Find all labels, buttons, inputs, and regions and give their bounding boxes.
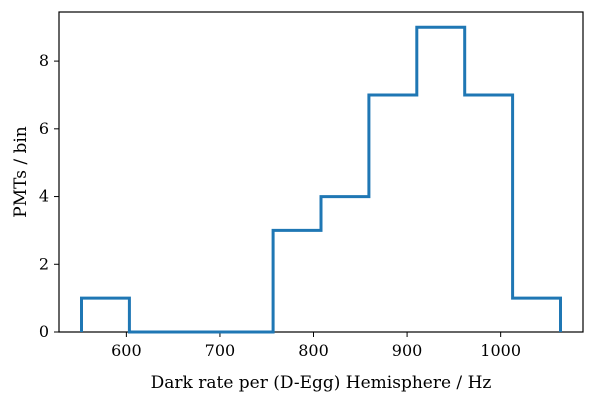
x-tick-label: 600 bbox=[111, 341, 142, 360]
y-tick-label: 2 bbox=[39, 254, 49, 273]
x-tick-label: 800 bbox=[298, 341, 329, 360]
histogram-step-line bbox=[80, 25, 562, 334]
x-tick-label: 1000 bbox=[480, 341, 521, 360]
y-axis-label: PMTs / bin bbox=[11, 126, 31, 218]
y-tick-label: 4 bbox=[39, 187, 49, 206]
x-axis-ticks: 600 700 800 900 1000 bbox=[111, 332, 521, 360]
y-tick-label: 0 bbox=[39, 322, 49, 341]
x-tick-label: 700 bbox=[205, 341, 236, 360]
plot-frame bbox=[58, 11, 584, 333]
x-axis-label: Dark rate per (D-Egg) Hemisphere / Hz bbox=[151, 373, 492, 393]
y-axis-ticks: 0 2 4 6 8 bbox=[39, 51, 59, 341]
y-tick-label: 6 bbox=[39, 119, 49, 138]
x-tick-label: 900 bbox=[392, 341, 423, 360]
y-tick-label: 8 bbox=[39, 51, 49, 70]
